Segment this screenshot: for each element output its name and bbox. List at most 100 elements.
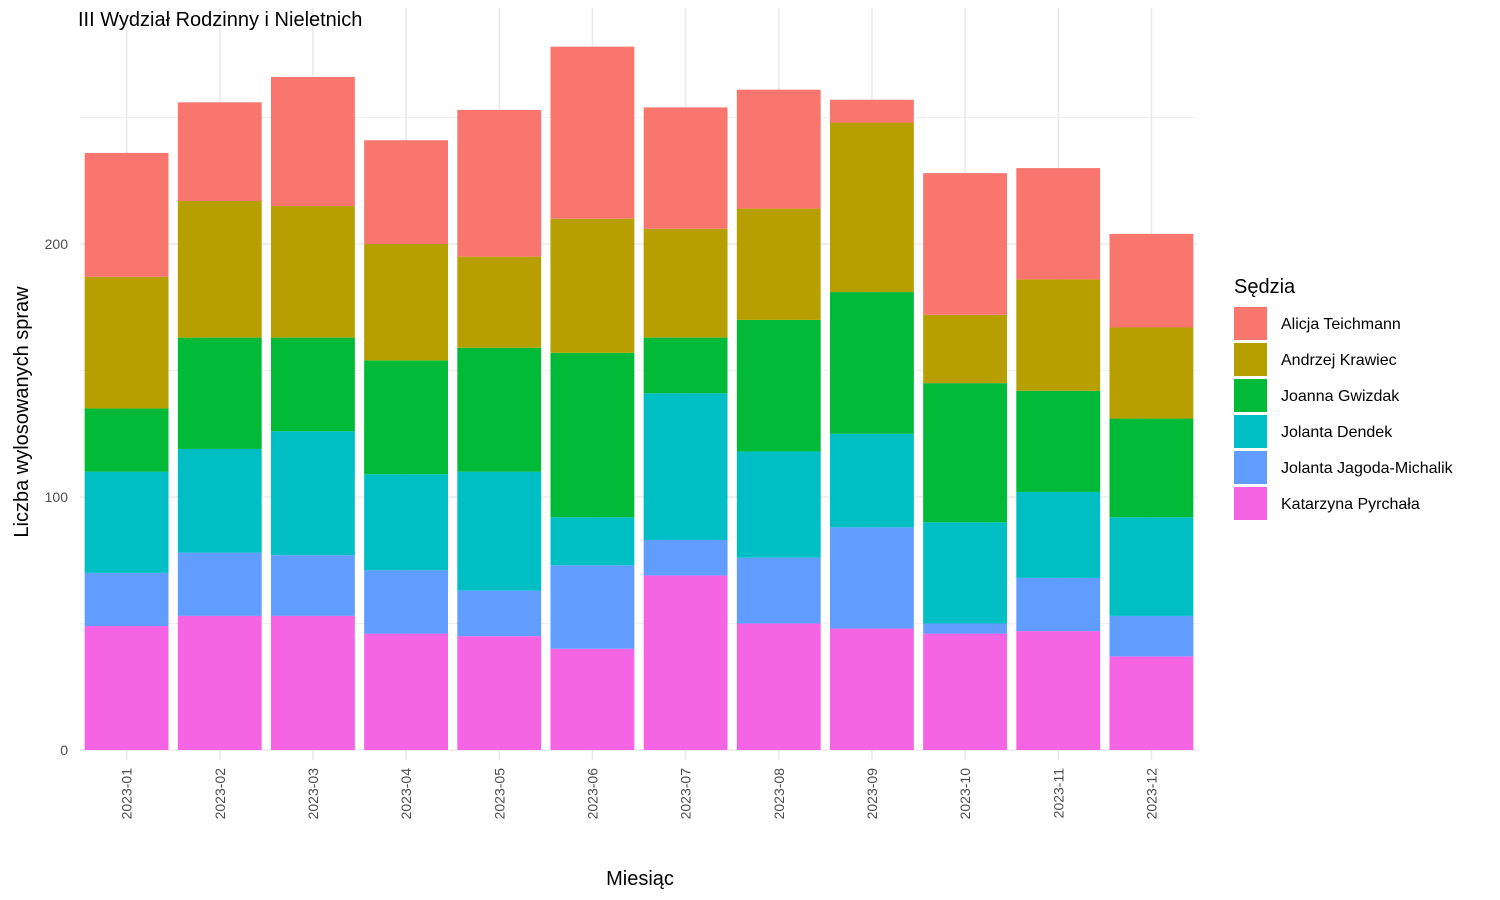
- bar-segment: [829, 433, 914, 528]
- bar-segment: [84, 471, 169, 573]
- legend-swatch: [1234, 451, 1267, 484]
- bar-segment: [1109, 418, 1194, 518]
- bar-segment: [1016, 390, 1101, 492]
- bar-segment: [643, 107, 728, 229]
- bar-segment: [736, 319, 821, 452]
- y-axis-ticks: 0 100 200: [45, 236, 69, 758]
- bar-segment: [84, 276, 169, 409]
- bar-segment: [457, 636, 542, 750]
- legend-items: Alicja Teichmann Andrzej Krawiec Joanna Gw…: [1234, 307, 1454, 520]
- bar-segment: [550, 517, 635, 566]
- legend-label: Jolanta Dendek: [1281, 424, 1393, 441]
- bar-segment: [457, 256, 542, 348]
- legend-label: Alicja Teichmann: [1281, 316, 1401, 333]
- x-tick-label: 2023-07: [678, 768, 694, 820]
- legend-label: Jolanta Jagoda-Michalik: [1281, 460, 1454, 477]
- bar-segment: [1109, 327, 1194, 419]
- bar-segment: [84, 152, 169, 277]
- bar-segment: [1109, 517, 1194, 616]
- bar-segment: [643, 540, 728, 576]
- bar-segment: [1109, 656, 1194, 750]
- bar-segment: [364, 244, 449, 361]
- bar-segment: [177, 337, 262, 449]
- bar-segment: [364, 474, 449, 571]
- bar-segment: [923, 314, 1008, 384]
- y-tick-label: 100: [45, 489, 69, 505]
- x-axis-ticks: 2023-01 2023-02 2023-03 2023-04 2023-05 2023-…: [119, 768, 1160, 820]
- bar-segment: [177, 200, 262, 338]
- bar-segment: [829, 122, 914, 293]
- legend-swatch: [1234, 487, 1267, 520]
- legend-title: Sędzia: [1234, 276, 1296, 298]
- bar-segment: [177, 615, 262, 750]
- legend-swatch: [1234, 307, 1267, 340]
- bar-segment: [550, 46, 635, 219]
- bar-segment: [457, 590, 542, 637]
- bar-segment: [364, 570, 449, 634]
- bar-segment: [270, 77, 355, 207]
- x-tick-label: 2023-02: [212, 768, 228, 820]
- bar-segment: [84, 572, 169, 627]
- bar-segment: [457, 109, 542, 257]
- x-tick-label: 2023-01: [119, 768, 135, 820]
- bar-segment: [1109, 615, 1194, 657]
- bar-segment: [923, 383, 1008, 523]
- bar-segment: [736, 557, 821, 624]
- bar-segment: [550, 648, 635, 750]
- bar-segment: [736, 451, 821, 558]
- bar-segment: [923, 173, 1008, 315]
- bar-segment: [736, 89, 821, 209]
- bar-segment: [177, 552, 262, 616]
- bar-segment: [643, 393, 728, 541]
- bar-segment: [923, 633, 1008, 750]
- legend-swatch: [1234, 415, 1267, 448]
- chart-title: III Wydział Rodzinny i Nieletnich: [78, 9, 362, 31]
- x-tick-label: 2023-09: [864, 768, 880, 820]
- bar-segment: [643, 228, 728, 338]
- bar-segment: [550, 565, 635, 649]
- bar-segment: [270, 337, 355, 432]
- bar-segment: [177, 102, 262, 201]
- bar-segment: [1016, 279, 1101, 391]
- bar-segment: [364, 140, 449, 244]
- bar-segment: [829, 292, 914, 434]
- bar-segment: [364, 360, 449, 475]
- bar-segment: [923, 623, 1008, 634]
- x-tick-label: 2023-03: [305, 768, 321, 820]
- y-axis-title: Liczba wylosowanych spraw: [11, 286, 33, 538]
- bar-segment: [550, 218, 635, 353]
- legend-label: Katarzyna Pyrchała: [1281, 496, 1420, 513]
- x-tick-label: 2023-10: [957, 768, 973, 820]
- legend: Sędzia Alicja Teichmann Andrzej Krawiec Jo…: [1234, 276, 1454, 520]
- bar-segment: [829, 99, 914, 123]
- x-tick-label: 2023-05: [491, 768, 507, 820]
- bar-segment: [177, 448, 262, 553]
- bars: [84, 46, 1194, 750]
- bar-segment: [1016, 168, 1101, 280]
- bar-segment: [1016, 577, 1101, 632]
- bar-segment: [270, 206, 355, 338]
- bar-segment: [736, 208, 821, 320]
- bar-segment: [1109, 233, 1194, 328]
- bar-segment: [270, 615, 355, 750]
- bar-segment: [1016, 631, 1101, 750]
- x-tick-label: 2023-04: [398, 768, 414, 820]
- legend-swatch: [1234, 343, 1267, 376]
- bar-segment: [457, 471, 542, 591]
- bar-segment: [84, 626, 169, 750]
- x-tick-label: 2023-06: [584, 768, 600, 820]
- x-tick-label: 2023-08: [771, 768, 787, 820]
- bar-segment: [457, 347, 542, 472]
- bar-segment: [270, 431, 355, 556]
- bar-segment: [829, 527, 914, 629]
- legend-swatch: [1234, 379, 1267, 412]
- legend-label: Joanna Gwizdak: [1281, 388, 1400, 405]
- x-tick-label: 2023-11: [1050, 768, 1066, 819]
- bar-segment: [643, 575, 728, 750]
- y-tick-label: 0: [60, 742, 68, 758]
- bar-segment: [1016, 491, 1101, 578]
- bar-segment: [84, 408, 169, 472]
- bar-segment: [270, 555, 355, 616]
- legend-label: Andrzej Krawiec: [1281, 352, 1397, 369]
